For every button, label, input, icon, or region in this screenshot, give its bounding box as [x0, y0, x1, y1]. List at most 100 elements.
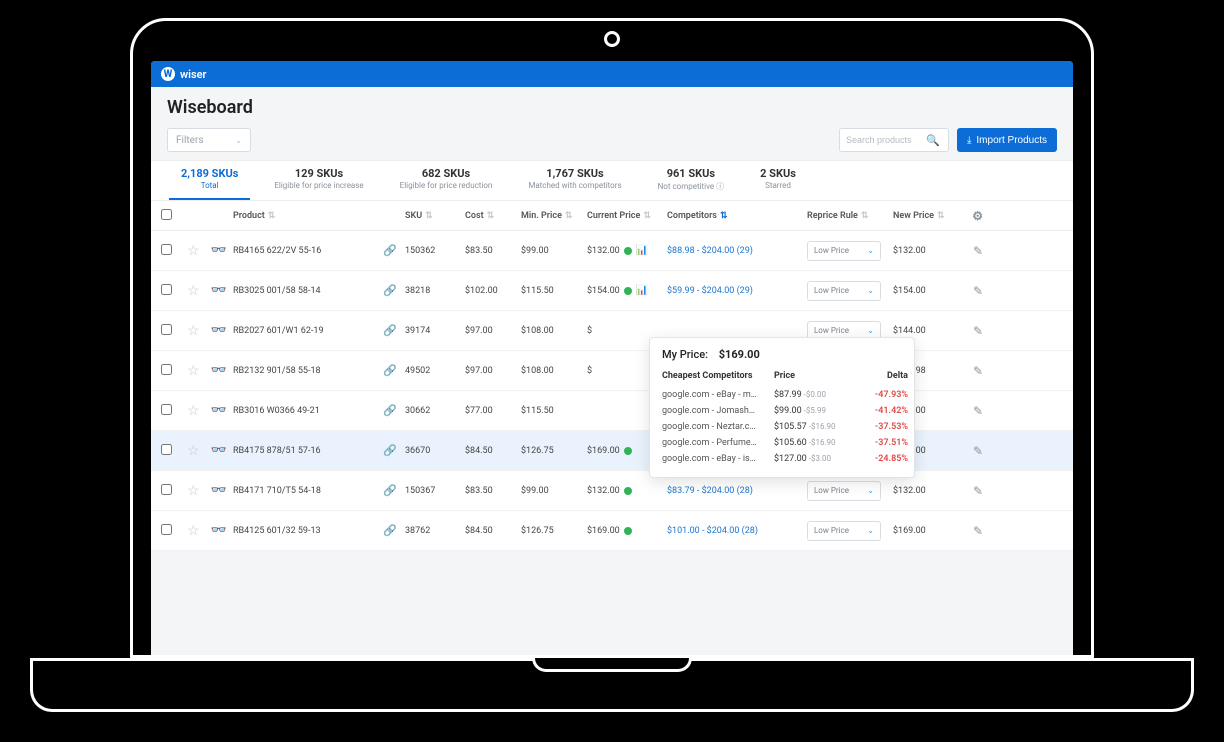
current-price-value: $132.00	[587, 486, 620, 496]
popover-row: google.com - eBay - is…$127.00-$3.00-24.…	[662, 451, 902, 467]
search-box[interactable]: 🔍	[839, 128, 949, 152]
star-icon[interactable]: ☆	[187, 403, 200, 419]
row-checkbox[interactable]	[161, 404, 172, 415]
star-icon[interactable]: ☆	[187, 483, 200, 499]
min-price-value: $126.75	[521, 526, 587, 536]
star-icon[interactable]: ☆	[187, 443, 200, 459]
cost-value: $97.00	[465, 326, 521, 336]
edit-icon[interactable]: ✎	[973, 324, 983, 338]
link-icon[interactable]: 🔗	[383, 484, 397, 497]
row-checkbox[interactable]	[161, 244, 172, 255]
row-checkbox[interactable]	[161, 484, 172, 495]
my-price-label: My Price:	[662, 348, 708, 361]
tab[interactable]: 682 SKUsEligible for price reduction	[382, 161, 511, 200]
sku-value: 38762	[405, 526, 465, 536]
link-icon[interactable]: 🔗	[383, 444, 397, 457]
col-cost[interactable]: Cost⇅	[465, 211, 521, 221]
reprice-rule-dropdown[interactable]: Low Price⌄	[807, 481, 881, 501]
edit-icon[interactable]: ✎	[973, 524, 983, 538]
filters-label: Filters	[176, 135, 204, 146]
competitor-name: google.com - Perfume…	[662, 438, 774, 448]
col-current-price[interactable]: Current Price⇅	[587, 211, 667, 221]
link-icon[interactable]: 🔗	[383, 404, 397, 417]
product-name: RB4165 622/2V 55-16	[233, 246, 383, 256]
col-reprice-rule[interactable]: Reprice Rule⇅	[807, 211, 893, 221]
product-name: RB3025 001/58 58-14	[233, 286, 383, 296]
edit-icon[interactable]: ✎	[973, 364, 983, 378]
popover-col-price: Price	[774, 371, 858, 381]
min-price-value: $115.50	[521, 406, 587, 416]
star-icon[interactable]: ☆	[187, 363, 200, 379]
product-name: RB2132 901/58 55-18	[233, 366, 383, 376]
min-price-value: $126.75	[521, 446, 587, 456]
row-checkbox[interactable]	[161, 324, 172, 335]
import-products-button[interactable]: ⤓ Import Products	[957, 128, 1057, 152]
app-screen: W wiser Wiseboard Filters ⌄ 🔍 ⤓ Import P…	[151, 61, 1073, 655]
link-icon[interactable]: 🔗	[383, 524, 397, 537]
reprice-rule-dropdown[interactable]: Low Price⌄	[807, 521, 881, 541]
edit-icon[interactable]: ✎	[973, 404, 983, 418]
bar-chart-icon[interactable]: 📊	[636, 245, 648, 256]
row-checkbox[interactable]	[161, 444, 172, 455]
tab-count: 682 SKUs	[400, 167, 493, 180]
import-label: Import Products	[976, 135, 1047, 146]
link-icon[interactable]: 🔗	[383, 324, 397, 337]
new-price-value: $144.00	[893, 326, 955, 336]
competitors-link[interactable]: $88.98 - $204.00 (29)	[667, 246, 753, 256]
cost-value: $84.50	[465, 446, 521, 456]
tab[interactable]: 2 SKUsStarred	[742, 161, 814, 200]
edit-icon[interactable]: ✎	[973, 284, 983, 298]
col-new-price[interactable]: New Price⇅	[893, 211, 955, 221]
col-min-price[interactable]: Min. Price⇅	[521, 211, 587, 221]
tab[interactable]: 1,767 SKUsMatched with competitors	[510, 161, 639, 200]
new-price-value: $169.00	[893, 526, 955, 536]
link-icon[interactable]: 🔗	[383, 364, 397, 377]
row-checkbox[interactable]	[161, 524, 172, 535]
link-icon[interactable]: 🔗	[383, 244, 397, 257]
filters-dropdown[interactable]: Filters ⌄	[167, 128, 251, 152]
gear-icon[interactable]: ⚙	[972, 209, 983, 223]
current-price-value: $169.00	[587, 446, 620, 456]
link-icon[interactable]: 🔗	[383, 284, 397, 297]
min-price-value: $108.00	[521, 326, 587, 336]
edit-icon[interactable]: ✎	[973, 444, 983, 458]
col-product[interactable]: Product⇅	[233, 211, 383, 221]
chevron-down-icon: ⌄	[867, 526, 874, 535]
bar-chart-icon[interactable]: 📊	[636, 285, 648, 296]
competitors-link[interactable]: $101.00 - $204.00 (28)	[667, 526, 758, 536]
tab[interactable]: 2,189 SKUsTotal	[163, 161, 256, 200]
col-sku[interactable]: SKU⇅	[405, 211, 465, 221]
toolbar: Filters ⌄ 🔍 ⤓ Import Products	[151, 124, 1073, 160]
popover-row: google.com - Neztar.c…$105.57-$16.90-37.…	[662, 419, 902, 435]
reprice-rule-dropdown[interactable]: Low Price⌄	[807, 281, 881, 301]
star-icon[interactable]: ☆	[187, 323, 200, 339]
competitors-link[interactable]: $83.79 - $204.00 (28)	[667, 486, 753, 496]
status-dot-icon	[624, 527, 632, 535]
star-icon[interactable]: ☆	[187, 283, 200, 299]
status-dot-icon	[624, 447, 632, 455]
competitor-price: $105.60-$16.90	[774, 438, 858, 448]
star-icon[interactable]: ☆	[187, 523, 200, 539]
col-competitors[interactable]: Competitors⇅	[667, 211, 807, 221]
tab[interactable]: 961 SKUsNot competitive ⓘ	[640, 161, 743, 200]
star-icon[interactable]: ☆	[187, 243, 200, 259]
edit-icon[interactable]: ✎	[973, 244, 983, 258]
chevron-down-icon: ⌄	[867, 286, 874, 295]
competitors-link[interactable]: $59.99 - $204.00 (29)	[667, 286, 753, 296]
edit-icon[interactable]: ✎	[973, 484, 983, 498]
product-thumbnail: 👓	[209, 243, 229, 258]
min-price-value: $115.50	[521, 286, 587, 296]
reprice-rule-dropdown[interactable]: Low Price⌄	[807, 241, 881, 261]
page-title: Wiseboard	[167, 97, 1057, 118]
row-checkbox[interactable]	[161, 284, 172, 295]
select-all-checkbox[interactable]	[161, 209, 172, 220]
search-input[interactable]	[846, 135, 926, 145]
sku-value: 150362	[405, 246, 465, 256]
upload-icon: ⤓	[967, 135, 971, 146]
chevron-down-icon: ⌄	[235, 136, 242, 145]
sku-value: 36670	[405, 446, 465, 456]
new-price-value: $154.00	[893, 286, 955, 296]
popover-row: google.com - eBay - m…$87.99-$0.00-47.93…	[662, 387, 902, 403]
row-checkbox[interactable]	[161, 364, 172, 375]
tab[interactable]: 129 SKUsEligible for price increase	[256, 161, 381, 200]
